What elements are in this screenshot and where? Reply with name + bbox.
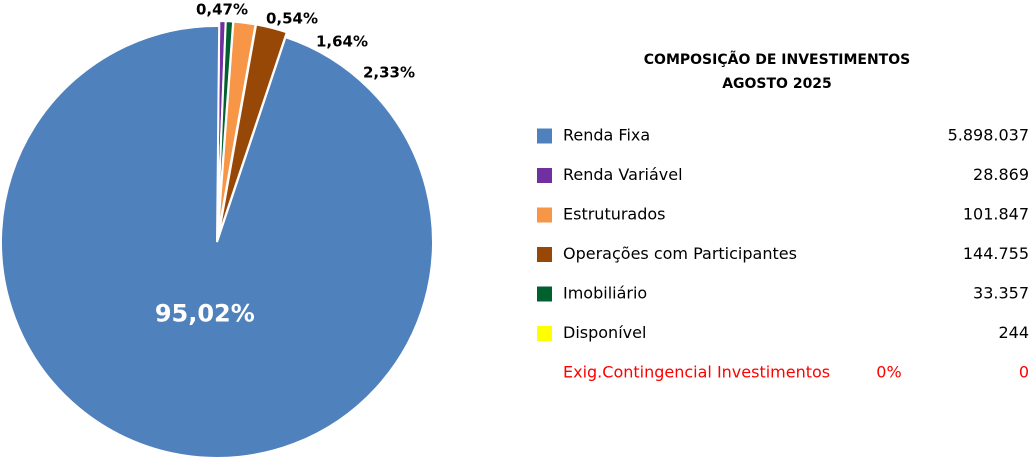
slice-label: 0,54% — [266, 10, 318, 28]
slice-label: 1,64% — [316, 33, 368, 51]
legend-amount: 28.869 — [973, 165, 1029, 184]
legend-label: Disponível — [563, 323, 646, 342]
legend-amount: 244 — [998, 323, 1029, 342]
legend-label: Estruturados — [563, 205, 666, 224]
chart-title: COMPOSIÇÃO DE INVESTIMENTOS — [644, 51, 910, 68]
legend-amount: 144.755 — [963, 244, 1029, 263]
legend-amount: 33.357 — [973, 284, 1029, 303]
chart-subtitle: AGOSTO 2025 — [722, 76, 832, 92]
legend-swatch — [537, 168, 552, 183]
slice-label: 0,47% — [196, 1, 248, 19]
extra-percent: 0% — [876, 363, 901, 382]
legend-amount: 5.898.037 — [948, 126, 1029, 145]
extra-amount: 0 — [1019, 363, 1029, 382]
legend-swatch — [537, 286, 552, 302]
legend-swatch — [537, 207, 552, 223]
legend-swatch — [537, 247, 552, 262]
slice-label: 95,02% — [155, 299, 255, 327]
legend-label: Imobiliário — [563, 284, 647, 303]
legend-label: Renda Fixa — [563, 126, 650, 145]
legend-amount: 101.847 — [963, 205, 1029, 224]
legend-label: Renda Variável — [563, 165, 683, 184]
legend-swatch — [537, 326, 552, 341]
extra-label: Exig.Contingencial Investimentos — [563, 363, 830, 382]
legend-label: Operações com Participantes — [563, 244, 797, 263]
legend-swatch — [537, 128, 552, 144]
pie-slice — [0, 25, 434, 459]
slice-label: 2,33% — [363, 64, 415, 82]
